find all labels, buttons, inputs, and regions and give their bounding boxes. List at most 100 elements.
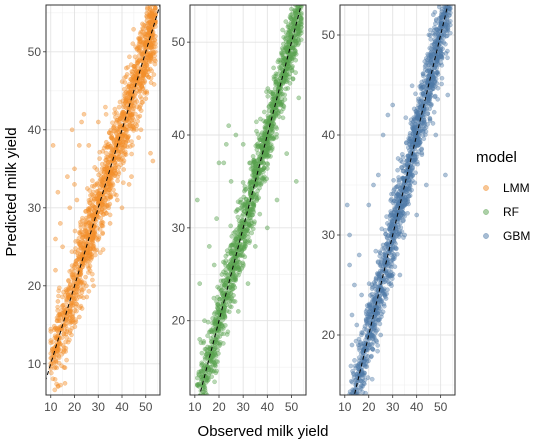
- legend-item-lmm: LMM: [483, 181, 530, 195]
- outlier-point-lmm: [115, 197, 120, 203]
- data-point-gbm: [350, 417, 354, 421]
- data-point-gbm: [445, 55, 450, 61]
- outlier-point-lmm: [65, 174, 70, 179]
- data-point-rf: [237, 224, 243, 230]
- x-tick-label: 10: [338, 400, 352, 414]
- data-point-gbm: [353, 408, 357, 412]
- data-point-lmm: [103, 211, 109, 216]
- data-point-lmm: [137, 31, 143, 37]
- data-point-lmm: [97, 185, 103, 190]
- data-point-gbm: [439, 75, 445, 81]
- outlier-point-lmm: [143, 96, 149, 101]
- data-point-lmm: [101, 195, 107, 200]
- data-point-rf: [224, 332, 230, 337]
- y-tick-label: 50: [322, 28, 336, 42]
- data-point-gbm: [354, 402, 358, 406]
- data-point-gbm: [381, 301, 387, 307]
- data-point-gbm: [348, 423, 352, 427]
- outlier-point-lmm: [62, 365, 68, 371]
- data-point-rf: [296, 0, 300, 4]
- outlier-point-lmm: [81, 111, 87, 117]
- data-point-gbm: [431, 27, 437, 33]
- data-point-lmm: [87, 220, 92, 226]
- data-point-rf: [221, 269, 226, 275]
- y-tick-label: 20: [322, 328, 336, 342]
- data-point-rf: [202, 413, 206, 417]
- data-point-lmm: [90, 277, 95, 283]
- data-point-rf: [279, 50, 285, 56]
- outlier-point-gbm: [366, 202, 372, 208]
- data-point-lmm: [87, 250, 93, 256]
- data-point-gbm: [443, 41, 448, 47]
- outlier-point-rf: [197, 336, 202, 342]
- data-point-lmm: [148, 5, 153, 9]
- data-point-lmm: [146, 27, 152, 33]
- data-point-gbm: [413, 91, 418, 97]
- data-point-lmm: [148, 75, 154, 81]
- data-point-gbm: [439, 81, 444, 87]
- data-point-rf: [250, 226, 256, 232]
- outlier-point-lmm: [60, 244, 65, 250]
- data-point-rf: [247, 189, 253, 194]
- data-point-lmm: [132, 100, 138, 105]
- data-point-rf: [217, 341, 222, 347]
- data-point-gbm: [352, 363, 358, 369]
- data-point-gbm: [408, 121, 414, 126]
- data-point-rf: [196, 372, 202, 378]
- data-point-rf: [273, 73, 278, 79]
- data-point-rf: [206, 329, 212, 335]
- data-point-rf: [229, 287, 235, 292]
- outlier-point-gbm: [371, 182, 376, 188]
- data-point-lmm: [83, 274, 88, 280]
- data-point-rf: [254, 195, 260, 201]
- outlier-point-rf: [211, 262, 217, 268]
- outlier-point-lmm: [74, 197, 80, 203]
- data-point-gbm: [372, 296, 378, 302]
- data-point-lmm: [121, 109, 126, 115]
- data-point-rf: [275, 78, 280, 83]
- data-point-gbm: [434, 70, 440, 76]
- data-point-rf: [281, 35, 287, 40]
- data-point-lmm: [124, 72, 130, 77]
- data-point-gbm: [389, 276, 395, 281]
- data-point-gbm: [413, 170, 418, 176]
- data-point-lmm: [144, 13, 149, 19]
- y-tick-label: 50: [172, 35, 186, 49]
- data-point-rf: [211, 295, 217, 301]
- data-point-rf: [285, 86, 291, 91]
- data-point-rf: [295, 33, 301, 39]
- data-point-lmm: [73, 317, 78, 322]
- x-tick-label: 10: [44, 400, 58, 414]
- data-point-lmm: [117, 99, 123, 105]
- data-point-lmm: [56, 293, 61, 299]
- data-point-rf: [232, 299, 238, 304]
- outlier-point-gbm: [349, 312, 355, 318]
- data-point-lmm: [80, 215, 85, 221]
- data-point-rf: [298, 0, 302, 3]
- data-point-gbm: [365, 347, 370, 353]
- data-point-gbm: [393, 246, 399, 252]
- data-point-lmm: [85, 263, 91, 269]
- data-point-rf: [203, 377, 209, 383]
- y-tick-label: 10: [28, 357, 42, 371]
- data-point-lmm: [129, 72, 135, 77]
- data-point-lmm: [55, 347, 60, 353]
- data-point-lmm: [58, 382, 63, 388]
- x-tick-label: 30: [386, 400, 400, 414]
- data-point-lmm: [78, 251, 83, 257]
- outlier-point-gbm: [361, 372, 367, 378]
- data-point-rf: [213, 352, 218, 357]
- data-point-lmm: [130, 142, 135, 148]
- data-point-gbm: [400, 206, 405, 212]
- data-point-gbm: [427, 91, 433, 97]
- y-tick-label: 30: [322, 228, 336, 242]
- data-point-gbm: [439, 63, 445, 68]
- data-point-lmm: [77, 274, 82, 280]
- data-point-lmm: [122, 80, 128, 85]
- data-point-rf: [286, 24, 292, 30]
- outlier-point-rf: [235, 309, 241, 314]
- data-point-lmm: [48, 351, 54, 356]
- data-point-lmm: [64, 299, 69, 304]
- data-point-lmm: [129, 100, 135, 106]
- y-tick-label: 40: [322, 128, 336, 142]
